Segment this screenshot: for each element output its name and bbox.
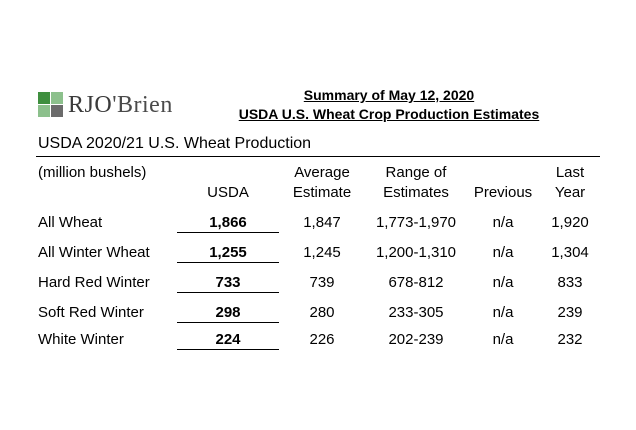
col-header-previous: Previous: [473, 184, 533, 201]
col-header-last-1: Last: [555, 164, 585, 181]
report-title: USDA U.S. Wheat Crop Production Estimate…: [238, 106, 540, 122]
row-previous-value: n/a: [492, 304, 514, 321]
row-last-year-value: 232: [557, 331, 583, 348]
row-usda-value: 298: [215, 304, 241, 321]
row-label: All Wheat: [38, 214, 103, 231]
row-average-value: 739: [309, 274, 335, 291]
row-average-value: 1,245: [303, 244, 341, 261]
row-last-year-value: 239: [557, 304, 583, 321]
usda-underline: [177, 262, 279, 263]
row-previous-value: n/a: [492, 244, 514, 261]
row-average-value: 280: [309, 304, 335, 321]
row-last-year-value: 1,920: [551, 214, 589, 231]
row-last-year-value: 1,304: [551, 244, 589, 261]
row-range-value: 233-305: [388, 304, 444, 321]
row-usda-value: 224: [215, 331, 241, 348]
usda-underline: [177, 292, 279, 293]
col-header-range-2: Estimates: [383, 184, 449, 201]
logo-wordmark: RJO'Brien: [68, 92, 173, 118]
col-header-average-1: Average: [294, 164, 350, 181]
row-average-value: 1,847: [303, 214, 341, 231]
row-range-value: 678-812: [388, 274, 444, 291]
row-label: All Winter Wheat: [38, 244, 150, 261]
row-label: Soft Red Winter: [38, 304, 144, 321]
row-previous-value: n/a: [492, 274, 514, 291]
row-label: White Winter: [38, 331, 124, 348]
col-header-last-2: Year: [554, 184, 586, 201]
section-rule: [36, 156, 600, 157]
row-label: Hard Red Winter: [38, 274, 150, 291]
row-range-value: 1,773-1,970: [375, 214, 457, 231]
summary-date-title: Summary of May 12, 2020: [303, 87, 475, 103]
section-title: USDA 2020/21 U.S. Wheat Production: [38, 135, 312, 152]
row-usda-value: 1,255: [209, 244, 247, 261]
logo-mark-icon: [38, 92, 64, 118]
usda-underline: [177, 322, 279, 323]
row-previous-value: n/a: [492, 214, 514, 231]
col-header-range-1: Range of: [385, 164, 447, 181]
usda-underline: [177, 232, 279, 233]
rjobrien-logo: RJO'Brien: [38, 92, 173, 118]
col-header-usda: USDA: [207, 184, 249, 201]
usda-underline: [177, 349, 279, 350]
row-range-value: 202-239: [388, 331, 444, 348]
row-last-year-value: 833: [557, 274, 583, 291]
row-usda-value: 733: [215, 274, 241, 291]
row-average-value: 226: [309, 331, 335, 348]
col-header-average-2: Estimate: [292, 184, 352, 201]
row-usda-value: 1,866: [209, 214, 247, 231]
units-label: (million bushels): [38, 164, 147, 181]
row-range-value: 1,200-1,310: [375, 244, 457, 261]
row-previous-value: n/a: [492, 331, 514, 348]
